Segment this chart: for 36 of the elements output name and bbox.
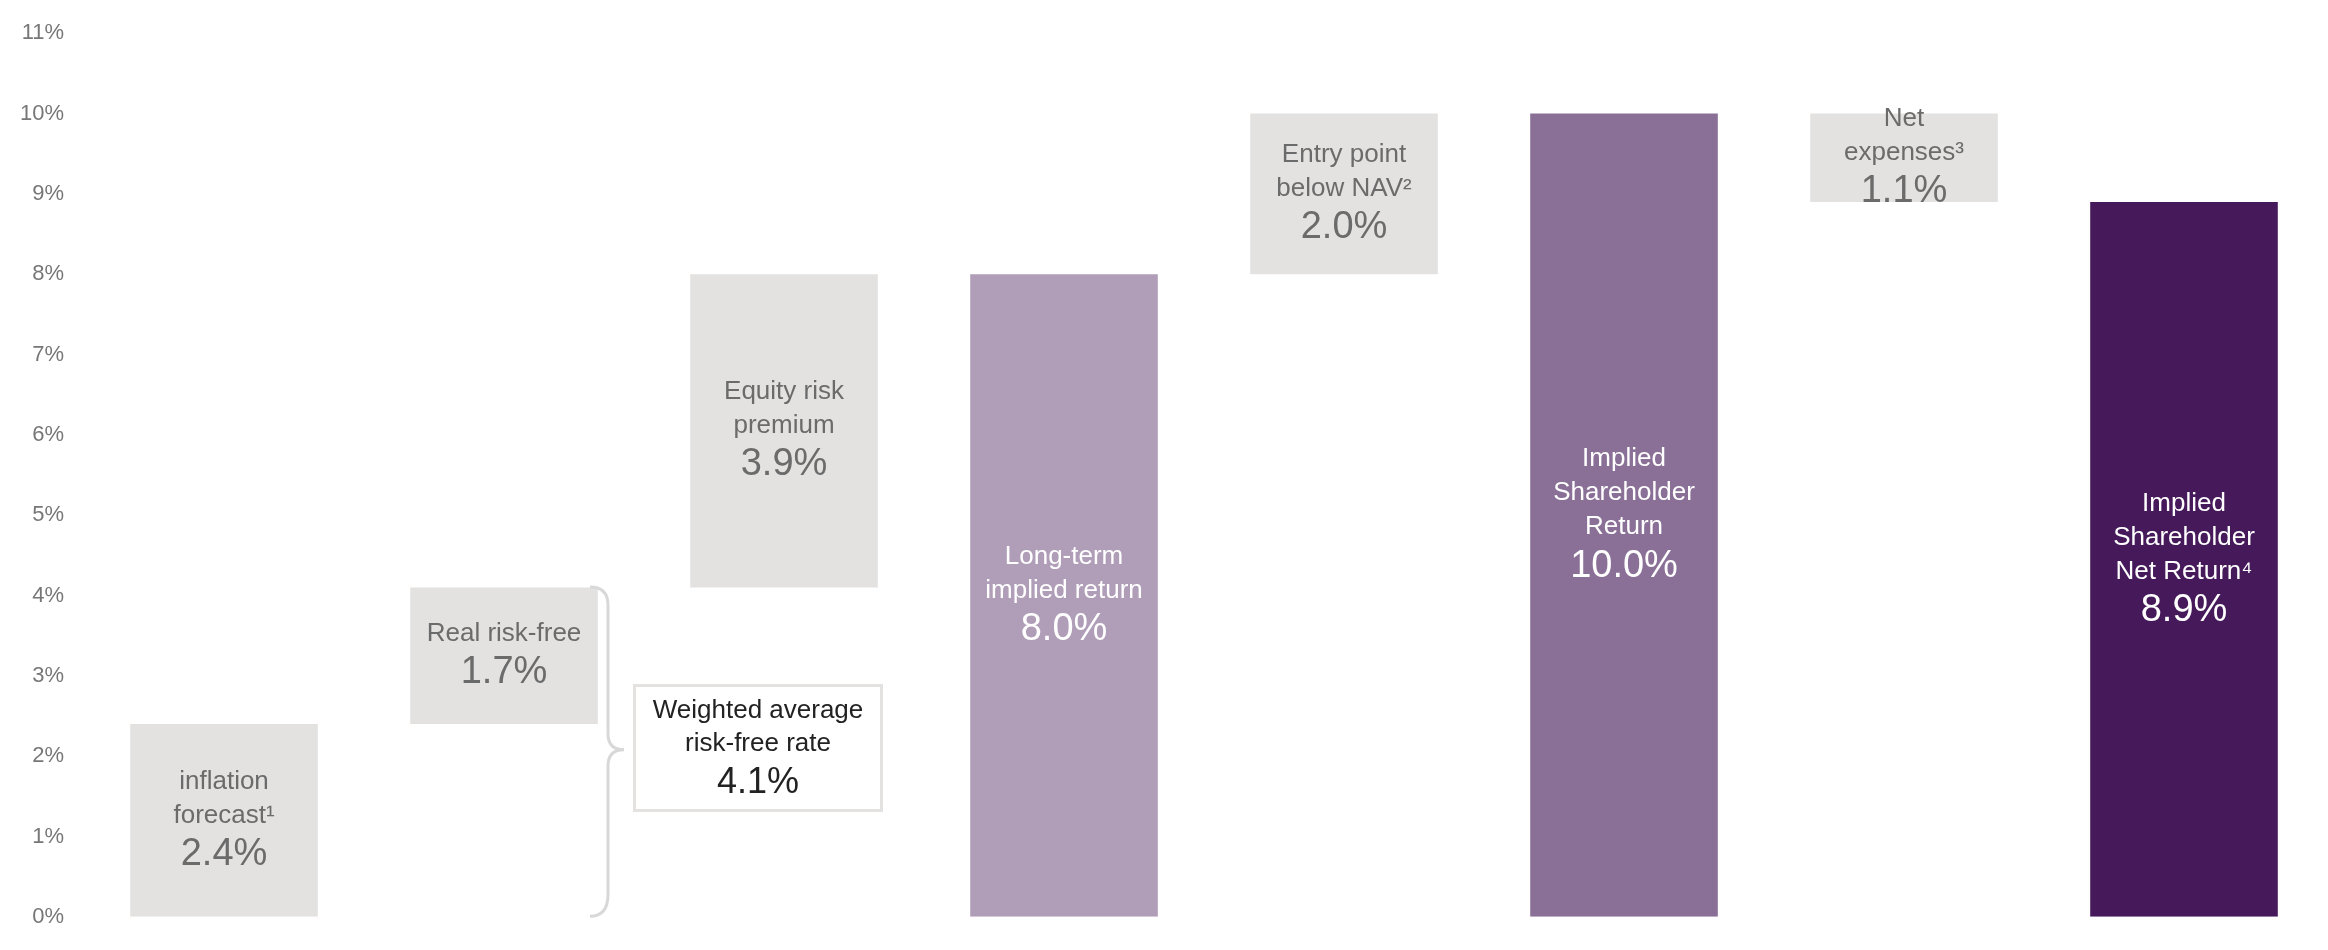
x-tick-label: inflation forecast¹	[173, 764, 275, 829]
x-tick-label: Net expenses³	[1844, 101, 1965, 166]
x-tick-label: Implied Shareholder Return	[1553, 442, 1696, 541]
y-tick-label: 11%	[21, 19, 65, 45]
data-label: 2.0%	[1300, 204, 1388, 247]
bar	[2090, 201, 2278, 917]
x-tick-label: Equity risk premium	[724, 374, 845, 439]
data-label: 1.1%	[1860, 168, 1948, 211]
y-tick-label: 9%	[32, 179, 65, 205]
y-tick-label: 6%	[32, 420, 65, 446]
bar	[690, 274, 878, 588]
data-label: 1.7%	[460, 649, 548, 692]
annotation: Weighted average risk-free rate 4.1%	[651, 693, 865, 804]
y-tick-label: 5%	[32, 501, 65, 527]
y-tick-label: 3%	[32, 661, 65, 687]
bar	[410, 587, 598, 725]
y-tick-label: 7%	[32, 340, 65, 366]
x-tick-label: Real risk-free	[426, 616, 582, 647]
data-label: 3.9%	[740, 441, 828, 484]
data-label: 8.0%	[1020, 605, 1108, 648]
x-tick-label: Implied Shareholder Net Return⁴	[2113, 486, 2256, 585]
bar	[970, 274, 1158, 917]
y-tick-label: 8%	[32, 260, 65, 286]
data-label: 10.0%	[1570, 542, 1678, 585]
bar	[130, 724, 318, 917]
y-tick-label: 1%	[32, 822, 65, 848]
x-tick-label: Entry point below NAV²	[1276, 138, 1413, 203]
x-tick-label: Long-term implied return	[985, 539, 1143, 604]
data-label: 8.9%	[2140, 586, 2228, 629]
y-tick-label: 2%	[32, 742, 65, 768]
bar	[1530, 113, 1718, 917]
y-tick-label: 10%	[19, 99, 65, 125]
y-tick-label: 4%	[32, 581, 65, 607]
y-tick-label: 0%	[32, 902, 65, 928]
bar	[1250, 113, 1438, 275]
data-label: 2.4%	[180, 830, 268, 873]
